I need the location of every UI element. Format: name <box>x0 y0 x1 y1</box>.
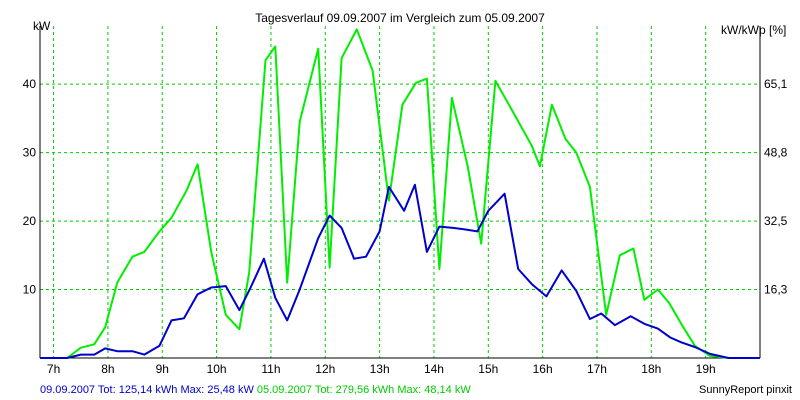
footer-legend: 09.09.2007 Tot: 125,14 kWh Max: 25,48 kW… <box>40 384 471 396</box>
x-tick-label-15h: 15h <box>478 362 498 376</box>
y-tick-right-16,3: 16,3 <box>764 283 788 297</box>
x-tick-label-7h: 7h <box>47 362 60 376</box>
x-tick-label-17h: 17h <box>587 362 607 376</box>
legend-09-09-2007: 09.09.2007 Tot: 125,14 kWh Max: 25,48 kW <box>40 384 254 396</box>
y-tick-right-32,5: 32,5 <box>764 214 788 228</box>
grid <box>40 26 760 358</box>
x-tick-label-10h: 10h <box>207 362 227 376</box>
series-line-05-09-2007 <box>40 28 760 359</box>
plot-frame <box>39 26 761 359</box>
y-tick-right-48,8: 48,8 <box>764 146 788 160</box>
footer-credit: SunnyReport pinxit <box>699 384 792 396</box>
x-tick-label-18h: 18h <box>641 362 661 376</box>
y-tick-left-10: 10 <box>23 283 37 297</box>
legend-05-09-2007: 05.09.2007 Tot: 279,56 kWh Max: 48,14 kW <box>257 384 471 396</box>
legend-09-09-2007-stats: Tot: 125,14 kWh Max: 25,48 kW <box>98 384 255 396</box>
legend-09-09-2007-date: 09.09.2007 <box>40 384 95 396</box>
series-lines <box>40 28 760 359</box>
x-tick-label-13h: 13h <box>370 362 390 376</box>
x-tick-label-9h: 9h <box>156 362 169 376</box>
x-tick-label-12h: 12h <box>315 362 335 376</box>
y-tick-left-30: 30 <box>23 146 37 160</box>
x-tick-label-14h: 14h <box>424 362 444 376</box>
x-tick-label-19h: 19h <box>696 362 716 376</box>
series-line-09-09-2007 <box>40 183 760 359</box>
y-axis-label-right: kW/kWp [%] <box>721 23 786 37</box>
x-tick-label-16h: 16h <box>533 362 553 376</box>
x-tick-label-8h: 8h <box>101 362 114 376</box>
y-tick-right-65,1: 65,1 <box>764 77 788 91</box>
chart-title: Tagesverlauf 09.09.2007 im Vergleich zum… <box>255 11 545 25</box>
tick-labels: 7h 8h 9h 10h 11h 12h 13h 14h 15h 16h 17h 18h 19h 10 20… <box>23 77 788 376</box>
x-tick-label-11h: 11h <box>261 362 280 376</box>
legend-05-09-2007-date: 05.09.2007 <box>257 384 312 396</box>
y-axis-label-left: kW <box>33 19 51 33</box>
y-tick-left-40: 40 <box>23 77 37 91</box>
y-tick-left-20: 20 <box>23 214 37 228</box>
legend-05-09-2007-stats: Tot: 279,56 kWh Max: 48,14 kW <box>315 384 472 396</box>
